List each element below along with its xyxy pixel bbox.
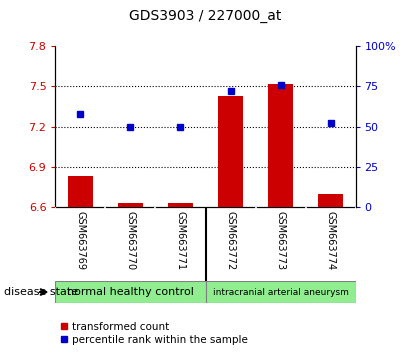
Text: GSM663770: GSM663770	[125, 211, 136, 270]
Legend: transformed count, percentile rank within the sample: transformed count, percentile rank withi…	[57, 317, 252, 349]
Bar	[206, 281, 356, 303]
Bar	[168, 203, 193, 207]
Bar	[318, 194, 343, 207]
Text: GSM663772: GSM663772	[226, 211, 236, 270]
Text: GSM663774: GSM663774	[326, 211, 335, 270]
Text: GSM663773: GSM663773	[275, 211, 286, 270]
Text: GSM663771: GSM663771	[175, 211, 185, 270]
Text: GDS3903 / 227000_at: GDS3903 / 227000_at	[129, 9, 282, 23]
Text: disease state: disease state	[4, 287, 78, 297]
Bar	[55, 281, 206, 303]
Bar	[218, 96, 243, 207]
Bar	[268, 84, 293, 207]
Text: intracranial arterial aneurysm: intracranial arterial aneurysm	[212, 287, 349, 297]
Text: normal healthy control: normal healthy control	[67, 287, 194, 297]
Text: GSM663769: GSM663769	[76, 211, 85, 270]
Bar	[118, 203, 143, 207]
Bar	[68, 176, 93, 207]
